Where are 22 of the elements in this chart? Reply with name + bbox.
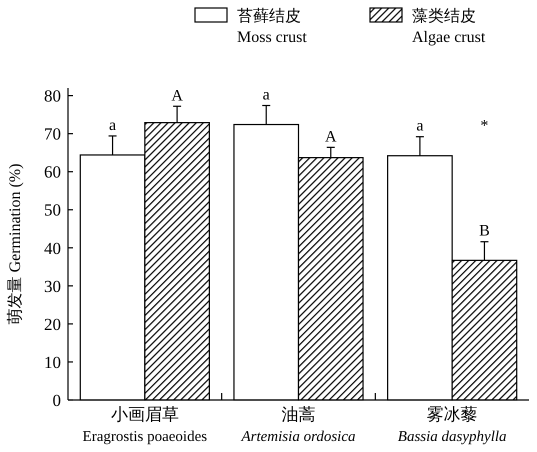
y-axis-title: 萌发量 Germination (%)	[6, 164, 24, 324]
annotation: B	[479, 222, 490, 240]
y-tick-label: 50	[44, 200, 61, 220]
annotation: A	[324, 128, 337, 146]
y-tick-label: 40	[44, 238, 61, 258]
annotation: a	[262, 86, 270, 104]
y-tick-label: 20	[44, 314, 61, 334]
annotation: a	[416, 118, 424, 135]
legend-label: 藻类结皮 Algae crust	[412, 7, 486, 46]
annotation: *	[480, 118, 488, 135]
y-tick-label: 80	[44, 86, 61, 106]
y-tick-label: 30	[44, 276, 61, 296]
x-tick-label: 雾冰藜 Bassia dasyphylla	[398, 405, 507, 445]
x-tick-label: 小画眉草 Eragrostis poaeoides	[82, 405, 208, 445]
y-tick-label: 0	[52, 390, 61, 410]
legend-label: 苔藓结皮 Moss crust	[237, 7, 308, 46]
x-tick-label: 油蒿 Artemisia ordosica	[240, 405, 356, 445]
y-tick-label: 10	[44, 352, 61, 372]
annotation: a	[109, 116, 116, 134]
annotation: A	[171, 87, 184, 104]
y-tick-label: 60	[44, 162, 61, 182]
y-tick-label: 70	[44, 124, 61, 144]
